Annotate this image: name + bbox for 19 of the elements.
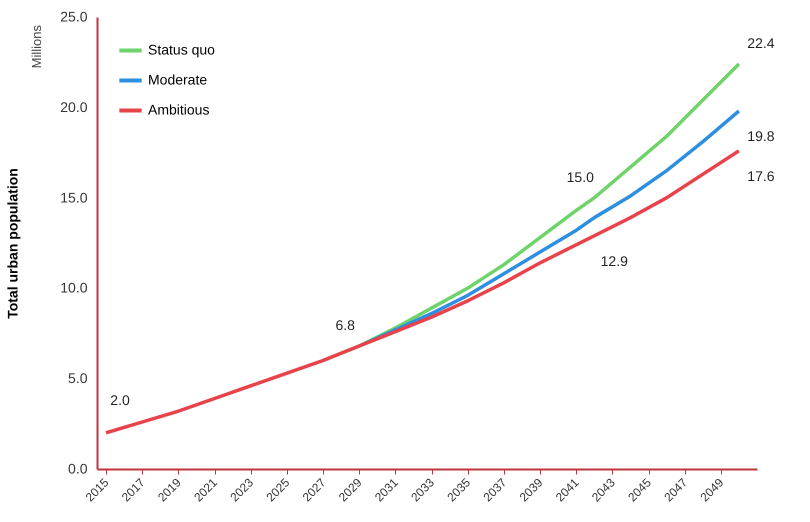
annotation: 19.8 [747, 128, 775, 144]
annotation: 2.0 [110, 392, 130, 408]
legend-label: Status quo [148, 42, 216, 58]
annotation: 15.0 [566, 168, 594, 185]
y-tick-label: 5.0 [68, 370, 88, 386]
annotation: 6.8 [335, 317, 356, 334]
text: Millions [29, 24, 44, 68]
y-tick-label: 20.0 [60, 98, 88, 115]
annotation: 17.6 [747, 168, 775, 184]
y-axis-title: Total urban population [4, 168, 20, 319]
legend-label: Moderate [148, 72, 208, 88]
line-series [104, 149, 741, 435]
y-tick-label: 10.0 [60, 280, 88, 296]
annotation: 22.4 [747, 35, 775, 52]
y-tick-label: 15.0 [60, 189, 88, 206]
annotation: 12.9 [600, 252, 628, 269]
legend-label: Ambitious [148, 102, 210, 118]
y-tick-label: 25.0 [60, 8, 88, 24]
y-tick-label: 0.0 [68, 460, 88, 476]
